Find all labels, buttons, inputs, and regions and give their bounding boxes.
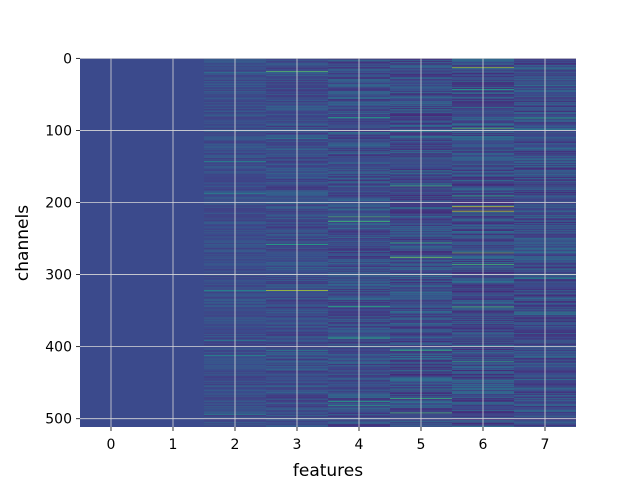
y-tick-label: 0: [63, 51, 72, 67]
x-tick-label: 6: [479, 437, 488, 453]
y-tick-label: 300: [45, 268, 72, 284]
y-axis-ticks: 0 100 200 300 400 500: [45, 51, 80, 428]
x-tick-label: 7: [541, 437, 550, 453]
y-tick-label: 400: [45, 340, 72, 356]
x-tick-label: 4: [355, 437, 364, 453]
plot-area: [80, 58, 576, 427]
y-axis-label: channels: [13, 205, 33, 281]
x-axis-ticks: 0 1 2 3 4 5 6 7: [107, 427, 550, 453]
x-tick-label: 5: [417, 437, 426, 453]
x-tick-label: 1: [169, 437, 178, 453]
x-axis-label: features: [293, 461, 363, 480]
x-tick-label: 3: [293, 437, 302, 453]
x-tick-label: 2: [231, 437, 240, 453]
grid-lines: [80, 58, 576, 427]
y-tick-label: 100: [45, 123, 72, 139]
x-tick-label: 0: [107, 437, 116, 453]
heatmap-cells: [204, 58, 576, 427]
y-tick-label: 500: [45, 412, 72, 428]
y-tick-label: 200: [45, 196, 72, 212]
